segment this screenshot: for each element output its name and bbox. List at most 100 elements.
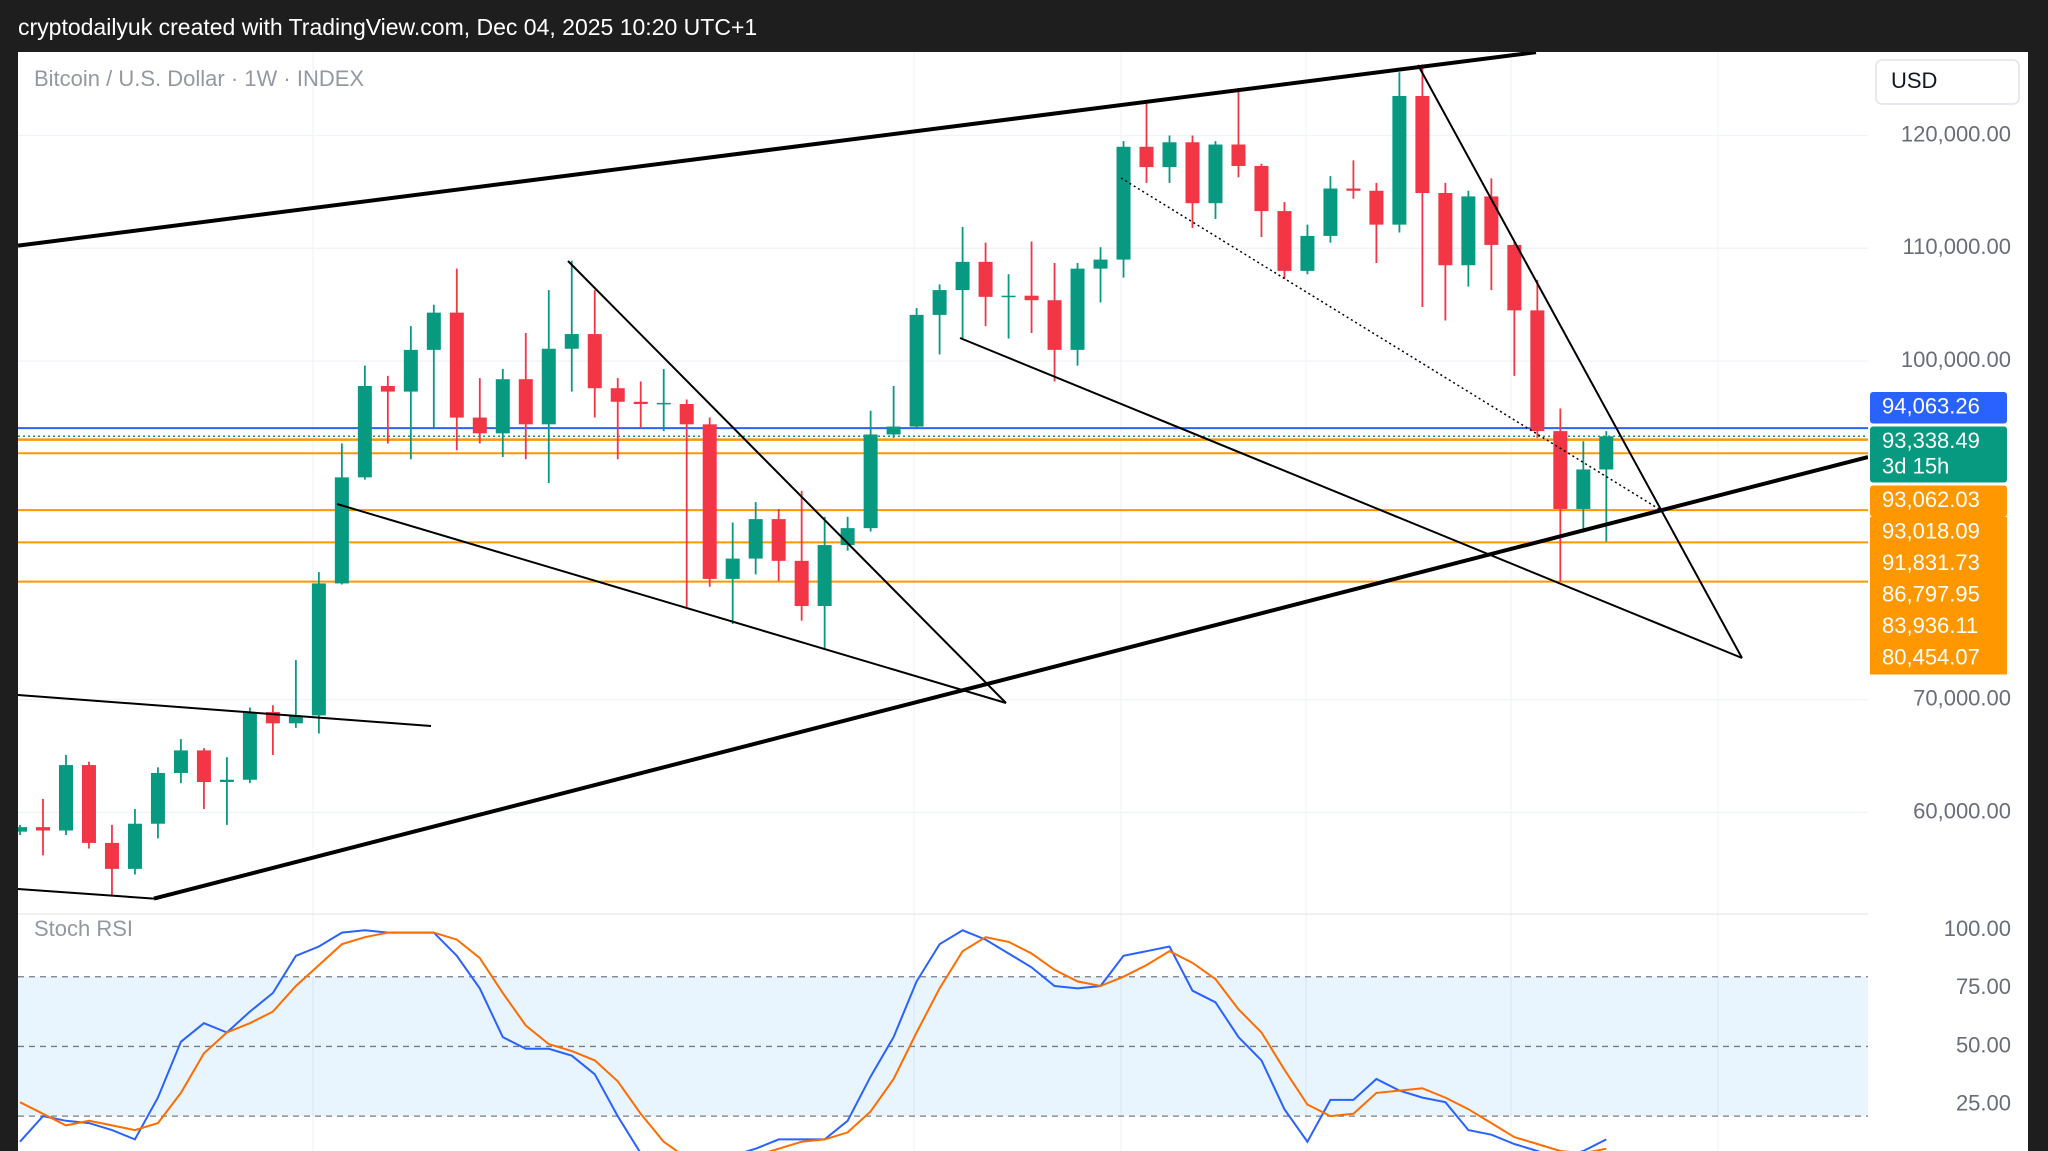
candle-body: [173, 750, 188, 773]
header-text: cryptodailyuk created with TradingView.c…: [18, 14, 757, 40]
trend-line: [18, 52, 1537, 248]
candle-body: [1001, 295, 1016, 298]
price-label-box: [1870, 643, 2007, 675]
currency-label[interactable]: USD: [1891, 68, 1937, 93]
currency-box[interactable]: [1875, 59, 2020, 105]
y-tick-label: 75.00: [1956, 974, 2011, 999]
y-tick-label: 120,000.00: [1901, 121, 2011, 146]
candle-body: [1208, 144, 1223, 204]
candle-body: [1139, 146, 1154, 168]
candle-body: [978, 261, 993, 297]
price-label-box: [1870, 611, 2007, 643]
candle-body: [725, 558, 740, 579]
candle-body: [35, 827, 50, 831]
candle-body: [18, 827, 27, 832]
candle-body: [610, 388, 625, 402]
trend-line: [567, 260, 1007, 704]
candle-body: [1553, 431, 1568, 509]
candle-body: [564, 334, 579, 349]
candle-body: [932, 290, 947, 315]
candle-body: [334, 477, 349, 584]
candle-body: [1438, 193, 1453, 266]
candle-body: [1484, 196, 1499, 245]
candle-body: [357, 385, 372, 478]
price-label-box: [1870, 485, 2007, 517]
trend-line: [153, 455, 1868, 901]
y-tick-label: 110,000.00: [1903, 234, 2011, 259]
trend-line: [959, 337, 1743, 659]
candle-body: [541, 348, 556, 425]
candle-body: [1162, 142, 1177, 168]
candle-body: [1461, 196, 1476, 266]
candle-body: [150, 772, 165, 824]
y-tick-label: 25.00: [1956, 1090, 2011, 1115]
candle-body: [1231, 144, 1246, 166]
trend-line: [18, 888, 155, 900]
trend-lines: [18, 52, 1868, 901]
candle-body: [702, 424, 717, 579]
price-label-box: [1870, 580, 2007, 612]
candle-body: [909, 314, 924, 427]
stoch-pane: [18, 914, 1868, 1151]
price-label-box: [1870, 392, 2007, 424]
grid: [18, 134, 1868, 814]
candles: [18, 64, 1614, 896]
candle-body: [1093, 259, 1108, 269]
candle-body: [1185, 142, 1200, 204]
candle-body: [127, 823, 142, 869]
price-label: 93,338.49: [1882, 428, 1980, 453]
candle-body: [1530, 310, 1545, 432]
candle-body: [288, 715, 303, 724]
candle-body: [1116, 146, 1131, 260]
candle-body: [58, 765, 73, 831]
y-tick-label: 100,000.00: [1901, 347, 2011, 372]
candle-body: [1254, 165, 1269, 212]
candle-body: [1507, 244, 1522, 311]
candle-body: [633, 401, 648, 405]
price-label-box: [1870, 548, 2007, 580]
indicator-title: Stoch RSI: [34, 916, 133, 941]
candle-body: [1024, 295, 1039, 301]
candle-body: [472, 417, 487, 434]
candle-body: [495, 379, 510, 434]
trend-line: [18, 694, 432, 727]
candle-body: [1277, 211, 1292, 271]
price-label-box: [1870, 517, 2007, 549]
stoch-line: [19, 931, 1607, 1151]
candle-body: [679, 404, 694, 425]
trend-line: [336, 503, 1007, 704]
candle-body: [1369, 190, 1384, 225]
price-label: 91,831.73: [1882, 550, 1980, 575]
candle-body: [196, 750, 211, 782]
y-tick-label: 60,000.00: [1913, 798, 2011, 823]
candle-body: [380, 385, 395, 392]
y-tick-label: 70,000.00: [1913, 685, 2011, 710]
candle-body: [518, 379, 533, 425]
candle-body: [1070, 268, 1085, 350]
candle-body: [1599, 436, 1614, 470]
candle-body: [1392, 96, 1407, 225]
symbol-title: Bitcoin / U.S. Dollar · 1W · INDEX: [34, 66, 364, 91]
candle-body: [311, 583, 326, 716]
trend-line: [1417, 64, 1743, 659]
candle-body: [219, 779, 234, 782]
price-label: 93,062.03: [1882, 487, 1980, 512]
candle-body: [426, 312, 441, 350]
candle-body: [656, 402, 671, 405]
candle-body: [748, 519, 763, 559]
price-label: 80,454.07: [1882, 644, 1980, 669]
trend-line: [1120, 177, 1660, 510]
candle-body: [1576, 469, 1591, 509]
candle-body: [771, 519, 786, 561]
price-label-box: [1870, 426, 2007, 483]
candle-body: [242, 712, 257, 780]
candle-body: [1415, 96, 1430, 194]
price-label: 94,063.26: [1882, 393, 1980, 418]
candle-body: [104, 842, 119, 869]
candle-body: [886, 426, 901, 435]
price-label: 93,018.09: [1882, 518, 1980, 543]
candle-body: [1047, 300, 1062, 350]
